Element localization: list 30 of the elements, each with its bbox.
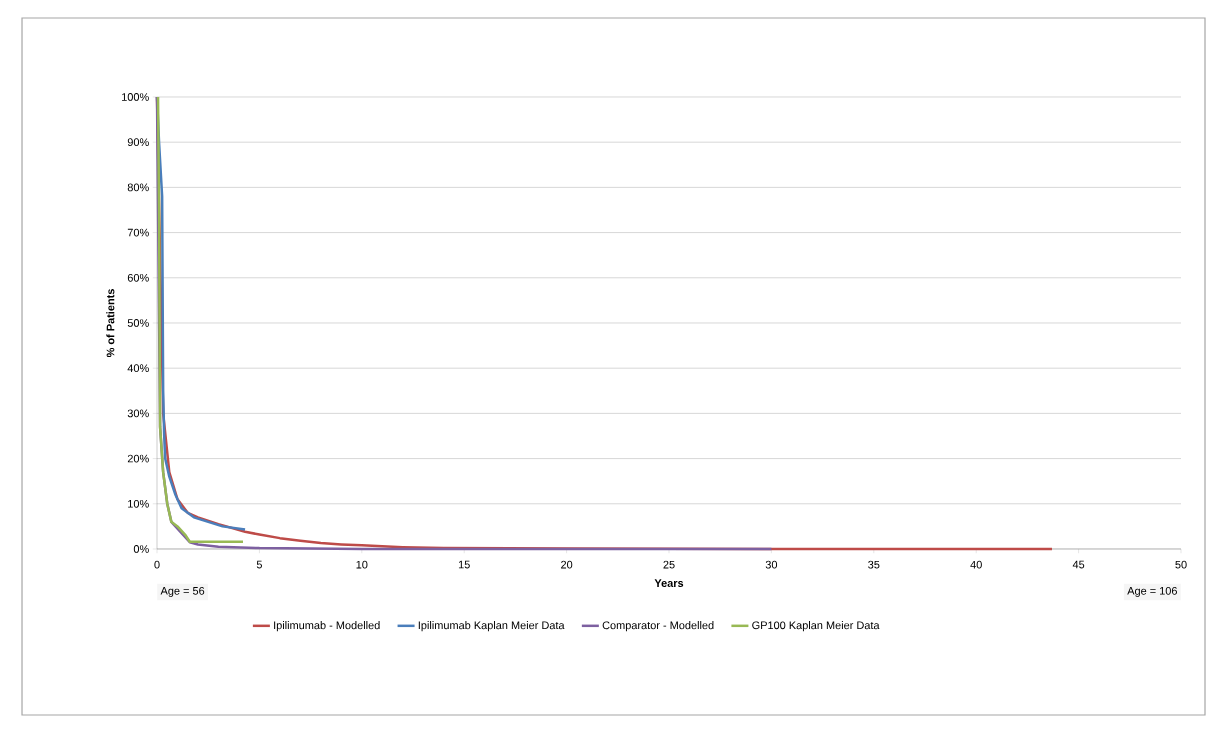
x-tick-label: 10: [356, 560, 368, 569]
y-tick-label: 50%: [127, 319, 149, 327]
x-tick-label: 5: [256, 560, 262, 569]
x-axis-title: Years: [654, 579, 684, 587]
legend-label: GP100 Kaplan Meier Data: [752, 621, 880, 632]
legend-label: Ipilimumab - Modelled: [274, 621, 380, 632]
y-tick-label: 90%: [127, 138, 149, 147]
x-tick-label: 45: [1072, 560, 1085, 569]
y-tick-label: 40%: [127, 364, 149, 373]
x-tick-label: 30: [765, 560, 778, 569]
x-tick-label: 50: [1175, 560, 1187, 569]
y-axis-title: % of Patients: [106, 289, 115, 358]
y-tick-label: 70%: [127, 228, 149, 237]
y-tick-label: 30%: [127, 409, 149, 418]
x-tick-label: 0: [154, 560, 160, 569]
x-tick-label: 35: [868, 560, 880, 569]
y-tick-label: 10%: [128, 499, 149, 508]
y-tick-label: 100%: [122, 93, 149, 101]
legend-label: Comparator - Modelled: [602, 621, 714, 632]
x-tick-label: 40: [970, 560, 982, 569]
x-tick-label: 25: [663, 560, 675, 569]
y-tick-label: 20%: [127, 454, 149, 463]
y-tick-label: 80%: [127, 183, 149, 192]
text: Age = 56: [160, 586, 205, 597]
legend-label: Ipilimumab Kaplan Meier Data: [418, 621, 565, 632]
x-tick-label: 15: [458, 560, 470, 569]
text: Age = 106: [1127, 586, 1177, 597]
x-tick-label: 20: [561, 560, 573, 569]
y-tick-label: 60%: [127, 273, 149, 282]
y-tick-label: 0%: [133, 545, 149, 553]
